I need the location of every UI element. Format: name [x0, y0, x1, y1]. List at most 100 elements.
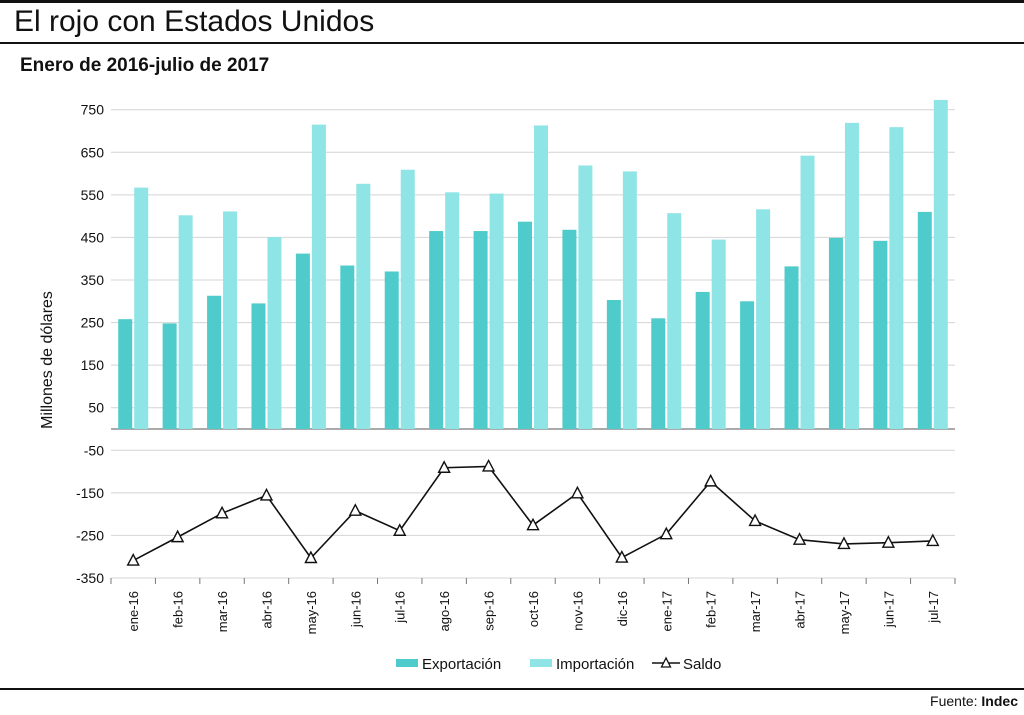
- x-tick-label: mar-17: [748, 591, 763, 632]
- x-tick-label: may-17: [837, 591, 852, 634]
- bar-importacion: [622, 171, 637, 429]
- chart-subtitle: Enero de 2016-julio de 2017: [20, 55, 270, 76]
- legend-swatch-exportacion: [396, 659, 418, 667]
- legend-label: Importación: [556, 656, 634, 673]
- bar-importacion: [223, 211, 238, 429]
- saldo-point: [437, 460, 451, 473]
- bar-importacion: [578, 165, 593, 430]
- bar-exportacion: [740, 301, 755, 429]
- saldo-point: [615, 550, 629, 563]
- bar-exportacion: [118, 319, 133, 429]
- bar-importacion: [800, 155, 815, 430]
- page-title: El rojo con Estados Unidos: [14, 5, 375, 38]
- bar-importacion: [667, 213, 682, 429]
- y-tick-label: -350: [76, 570, 104, 586]
- bar-exportacion: [473, 231, 488, 429]
- y-tick-label: 250: [81, 315, 105, 331]
- bar-importacion: [267, 237, 282, 429]
- y-tick-label: -250: [76, 527, 104, 543]
- bar-exportacion: [606, 300, 621, 429]
- x-tick-label: feb-16: [171, 591, 186, 628]
- y-axis-label: Millones de dólares: [39, 291, 56, 429]
- bar-exportacion: [518, 221, 532, 429]
- source-name: Indec: [981, 693, 1018, 709]
- saldo-point: [659, 526, 673, 540]
- bar-importacion: [134, 187, 149, 429]
- saldo-point: [215, 505, 229, 519]
- y-tick-label: -50: [84, 442, 104, 458]
- x-tick-label: feb-17: [704, 591, 719, 628]
- bar-exportacion: [784, 266, 799, 429]
- source-note: Fuente: Indec: [930, 693, 1018, 709]
- bar-importacion: [933, 99, 948, 430]
- bar-importacion: [445, 192, 460, 429]
- saldo-point: [837, 536, 851, 550]
- y-tick-label: 550: [81, 187, 105, 203]
- y-tick-label: 650: [81, 144, 105, 160]
- bar-exportacion: [384, 271, 399, 429]
- saldo-point: [393, 523, 407, 536]
- x-tick-label: jun-16: [348, 591, 363, 628]
- x-tick-label: dic-16: [615, 591, 630, 626]
- saldo-point: [748, 513, 762, 527]
- saldo-point: [481, 458, 496, 472]
- bar-exportacion: [429, 231, 444, 429]
- bar-exportacion: [651, 318, 666, 429]
- saldo-point: [526, 517, 540, 531]
- title-divider: [0, 42, 1024, 44]
- legend-marker-saldo: [660, 656, 672, 668]
- legend-label: Exportación: [422, 656, 501, 673]
- saldo-point: [348, 503, 362, 516]
- bar-importacion: [889, 127, 904, 429]
- y-tick-label: 50: [88, 400, 104, 416]
- bar-importacion: [534, 125, 548, 430]
- saldo-point: [304, 550, 318, 564]
- saldo-point: [792, 532, 807, 545]
- bar-exportacion: [695, 291, 710, 429]
- legend-swatch-importacion: [530, 659, 552, 667]
- bar-importacion: [178, 215, 193, 429]
- bar-exportacion: [207, 295, 222, 429]
- x-tick-label: jul-17: [926, 591, 941, 624]
- x-tick-label: ene-16: [126, 591, 141, 631]
- bar-importacion: [489, 193, 504, 429]
- bar-exportacion: [917, 211, 932, 429]
- saldo-point: [881, 535, 896, 548]
- bar-exportacion: [828, 237, 843, 429]
- bar-importacion: [400, 169, 415, 430]
- chart-canvas: 750 650 550 450 350 250 150 50 -50 -150 -250 -350 Mi…: [39, 99, 956, 673]
- x-tick-label: jul-16: [393, 591, 408, 624]
- x-tick-label: mar-16: [215, 591, 230, 632]
- bar-exportacion: [562, 229, 577, 429]
- x-tick-label: abr-17: [793, 591, 808, 629]
- top-border: [0, 0, 1024, 3]
- source-label: Fuente:: [930, 693, 978, 709]
- y-tick-label: 350: [81, 272, 105, 288]
- saldo-point: [704, 473, 718, 487]
- x-tick-label: may-16: [304, 591, 319, 634]
- x-tick-label: ene-17: [659, 591, 674, 631]
- saldo-point: [126, 553, 140, 566]
- y-tick-label: -150: [76, 485, 104, 501]
- x-tick-label: sep-16: [482, 591, 497, 631]
- bar-exportacion: [251, 303, 266, 429]
- x-tick-label: jun-17: [881, 591, 896, 628]
- y-tick-label: 750: [81, 102, 105, 118]
- bar-importacion: [756, 209, 771, 429]
- x-tick-label: ago-16: [437, 591, 452, 631]
- saldo-point: [170, 529, 185, 543]
- saldo-point: [926, 533, 940, 547]
- bar-importacion: [711, 239, 726, 429]
- x-tick-label: oct-16: [526, 591, 541, 627]
- y-tick-label: 450: [81, 229, 105, 245]
- legend-label: Saldo: [683, 656, 721, 673]
- bar-exportacion: [873, 240, 888, 429]
- x-tick-label: nov-16: [570, 591, 585, 631]
- bar-exportacion: [340, 265, 355, 429]
- bar-exportacion: [162, 323, 177, 429]
- bar-importacion: [844, 122, 859, 429]
- bar-exportacion: [295, 253, 310, 429]
- saldo-point: [259, 487, 274, 501]
- saldo-line: [132, 465, 933, 562]
- footer-divider: [0, 688, 1024, 690]
